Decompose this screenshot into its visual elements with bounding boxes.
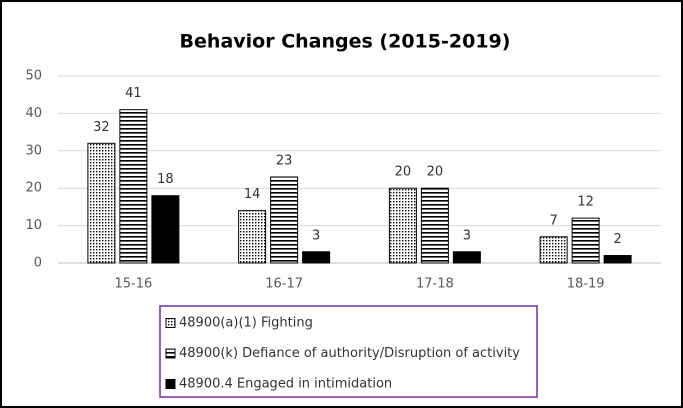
data-label: 41 <box>125 86 142 101</box>
y-tick-label: 20 <box>25 181 42 196</box>
legend-swatch <box>165 318 176 328</box>
data-label: 18 <box>157 172 174 187</box>
y-tick-label: 0 <box>34 256 42 271</box>
bar <box>388 187 417 264</box>
data-label: 20 <box>427 165 444 180</box>
legend-box <box>159 305 538 398</box>
data-label: 32 <box>93 120 110 135</box>
x-tick-label: 18-19 <box>567 277 605 292</box>
data-label: 23 <box>276 153 293 168</box>
bar <box>151 195 180 264</box>
legend-label: 48900.4 Engaged in intimidation <box>179 377 392 392</box>
legend-swatch <box>165 348 176 359</box>
bar <box>238 210 267 264</box>
bar <box>452 251 481 264</box>
data-label: 7 <box>549 213 557 228</box>
x-tick-label: 15-16 <box>114 277 152 292</box>
bar <box>603 255 632 264</box>
x-tick-label: 17-18 <box>416 277 454 292</box>
legend-swatch <box>165 379 176 389</box>
data-label: 14 <box>244 187 261 202</box>
data-label: 20 <box>395 165 412 180</box>
y-tick-label: 40 <box>25 106 42 121</box>
data-label: 12 <box>577 195 594 210</box>
legend-label: 48900(a)(1) Fighting <box>179 316 313 331</box>
chart-title: Behavior Changes (2015-2019) <box>180 31 511 53</box>
bar <box>571 217 600 264</box>
data-label: 3 <box>312 228 320 243</box>
data-label: 2 <box>613 232 621 247</box>
y-tick-label: 30 <box>25 143 42 158</box>
bar <box>420 187 449 264</box>
x-tick-label: 16-17 <box>265 277 303 292</box>
bar <box>302 251 331 264</box>
bar <box>270 176 299 264</box>
bar <box>87 142 116 264</box>
y-tick-label: 10 <box>25 218 42 233</box>
legend-label: 48900(k) Defiance of authority/Disruptio… <box>179 346 520 361</box>
bar <box>539 236 568 264</box>
y-tick-label: 50 <box>25 69 42 84</box>
data-label: 3 <box>463 228 471 243</box>
bar <box>119 109 148 264</box>
